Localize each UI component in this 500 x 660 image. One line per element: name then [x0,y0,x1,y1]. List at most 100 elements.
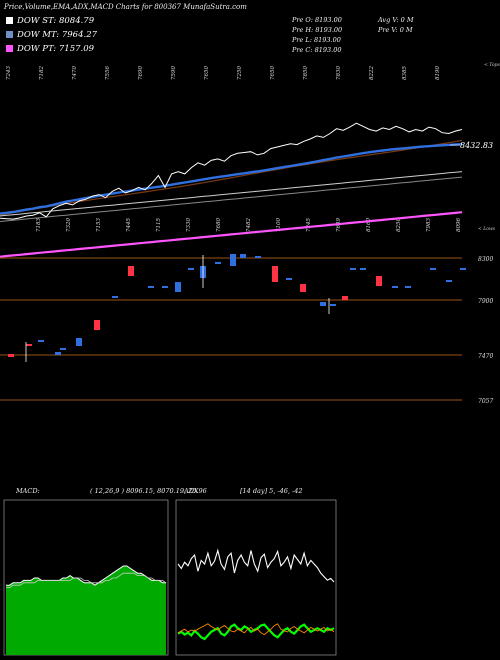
top-tick-label: 7243 [6,66,12,80]
page-title: Price,Volume,EMA,ADX,MACD Charts for 800… [4,3,247,11]
candle [230,254,236,266]
ema-long-line [0,176,463,222]
candle [38,340,44,342]
top-tick-label: 7182 [39,66,45,80]
candle [430,268,436,270]
candle [26,344,32,346]
bottom-tick-label: 7445 [126,218,132,232]
ema-mid-gray-line [0,171,463,217]
macd-line [6,565,166,586]
prev-volume: Pre V: 0 M [378,26,413,34]
adx-values: [14 day] 5, -46, -42 [240,487,303,495]
candle [405,286,411,288]
candle [300,284,306,292]
top-tick-label: 7470 [72,66,78,80]
candle [392,286,398,288]
bottom-tick-label: 7680 [216,218,222,232]
legend-dow-pt: DOW PT: 7157.09 [6,44,94,54]
candle [350,268,356,270]
candle [240,254,246,258]
avg-volume: Avg V: 0 M [378,16,414,24]
candle [128,266,134,276]
top-tick-label: 7556 [105,66,111,80]
macd-area [6,566,166,655]
bottom-tick-label: 7100 [276,218,282,232]
bottom-tick-label: 7983 [426,218,432,232]
price-chart: < Tops < Lows 7243 7182 7470 7556 7690 7590 7650… [0,62,500,405]
candle [255,256,261,258]
candle-chart: 8300 7900 7470 7057 [0,254,493,405]
candle [55,352,61,355]
candle [376,276,382,286]
legend-swatch-pt [6,45,13,52]
bottom-tick-label: 7183 [36,218,42,232]
legend-dow-mt: DOW MT: 7964.27 [6,30,97,40]
minus-di-line [177,623,335,636]
macd-label: MACD: [16,487,40,495]
top-tick-label: 7830 [336,66,342,80]
top-tick-label: 7850 [303,66,309,80]
bottom-tick-label: 7330 [186,218,192,232]
legend-dow-mt-label: DOW MT: 7964.27 [17,30,98,40]
adx-label: ADX [184,487,199,495]
candle [112,296,118,298]
macd-values: ( 12,26,9 ) 8096.15, 8070.19, 25.96 [90,487,207,495]
bottom-tick-label: 7115 [156,218,162,232]
candle [342,296,348,300]
legend-swatch-st [6,17,13,24]
candle [8,354,14,357]
candle [175,282,181,292]
candle [188,268,194,270]
prev-high: Pre H: 8193.00 [292,26,343,34]
candle [320,302,326,306]
candle [162,286,168,288]
candle [460,268,466,270]
y-tick-label: 8300 [478,256,493,263]
plus-di-line [177,623,335,641]
lows-label: < Lows [478,226,496,232]
current-value-label: 8432.83 [460,141,493,150]
top-tick-label: 8190 [435,66,441,80]
adx-chart [177,548,335,641]
ema-pt-line [0,211,463,258]
prev-open: Pre O: 8193.00 [292,16,342,24]
indicator-panels [3,499,337,656]
prev-close: Pre C: 8193.00 [292,46,342,54]
bottom-tick-label: 7245 [306,218,312,232]
top-tick-label: 7250 [237,66,243,80]
candle [60,348,66,350]
candle [148,286,154,288]
candle [76,338,82,346]
bottom-tick-label: 7482 [246,218,252,232]
top-tick-label: 7650 [204,66,210,80]
top-tick-label: 8222 [369,66,375,80]
candle [286,278,292,280]
macd-chart [6,565,167,655]
top-tick-label: 7690 [138,66,144,80]
macd-signal-line [6,572,167,588]
candle [215,262,221,264]
prev-low: Pre L: 8193.00 [292,36,341,44]
bottom-tick-label: 8160 [366,218,372,232]
ema-chart: < Tops < Lows 7243 7182 7470 7556 7690 7590 7650… [0,62,500,258]
bottom-tick-label: 7153 [96,218,102,232]
legend-swatch-mt [6,31,13,38]
legend-dow-st: DOW ST: 8084.79 [6,16,94,26]
bottom-tick-label: 8096 [456,218,462,232]
candle [330,304,336,306]
y-tick-label: 7057 [478,398,493,405]
legend-dow-st-label: DOW ST: 8084.79 [17,16,95,26]
top-tick-label: 7590 [171,66,177,80]
candle [94,320,100,330]
top-tick-label: 7650 [270,66,276,80]
adx-line [177,548,335,583]
candle [360,268,366,270]
bottom-tick-label: 7320 [66,218,72,232]
tops-label: < Tops [484,62,500,68]
legend-dow-pt-label: DOW PT: 7157.09 [17,44,95,54]
y-tick-label: 7470 [478,353,493,360]
bottom-tick-label: 8250 [396,218,402,232]
top-tick-label: 8385 [402,66,408,80]
price-line [0,122,463,220]
candle [446,280,452,282]
